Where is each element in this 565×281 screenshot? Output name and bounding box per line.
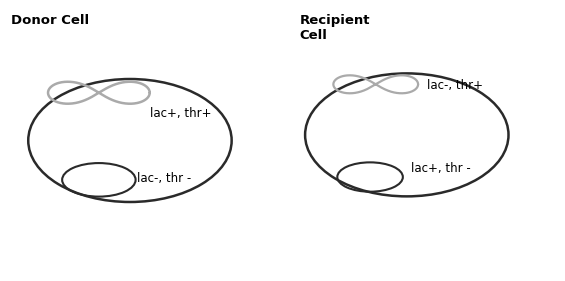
Text: lac-, thr -: lac-, thr - bbox=[137, 172, 192, 185]
Text: lac+, thr -: lac+, thr - bbox=[411, 162, 471, 175]
Text: Recipient
Cell: Recipient Cell bbox=[299, 14, 370, 42]
Text: Donor Cell: Donor Cell bbox=[11, 14, 89, 27]
Text: lac+, thr+: lac+, thr+ bbox=[150, 107, 211, 120]
Text: lac-, thr+: lac-, thr+ bbox=[427, 79, 483, 92]
